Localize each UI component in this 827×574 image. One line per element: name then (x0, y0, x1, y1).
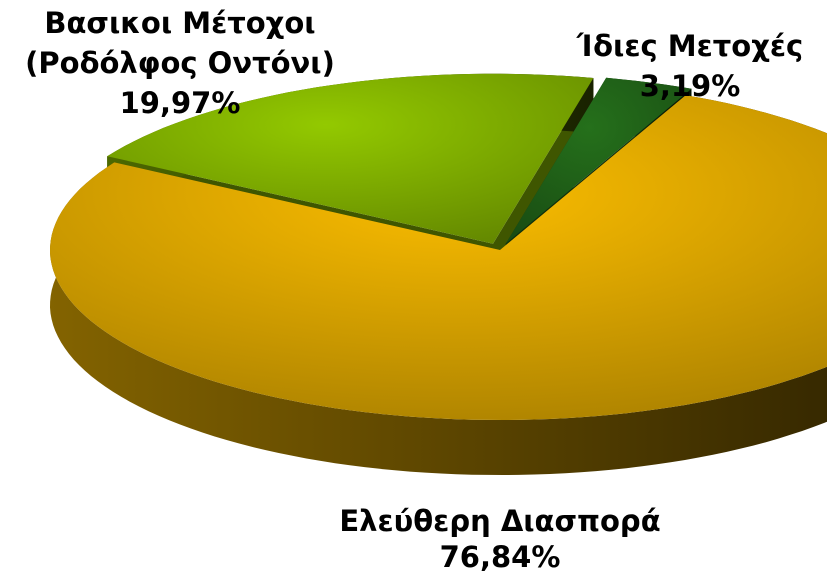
slice-label: Βασικοι Μέτοχοι (44, 6, 315, 40)
slice-label: (Ροδόλφος Οντόνι) (25, 46, 335, 80)
value-label: 76,84% (440, 540, 561, 574)
value-label: 3,19% (640, 69, 741, 103)
slice-label: Ίδιες Μετοχές (576, 29, 803, 63)
value-label: 19,97% (120, 86, 241, 120)
slice-label: Ελεύθερη Διασπορά (339, 504, 660, 538)
slice (505, 77, 692, 244)
slice (50, 95, 827, 420)
slice (107, 73, 594, 244)
